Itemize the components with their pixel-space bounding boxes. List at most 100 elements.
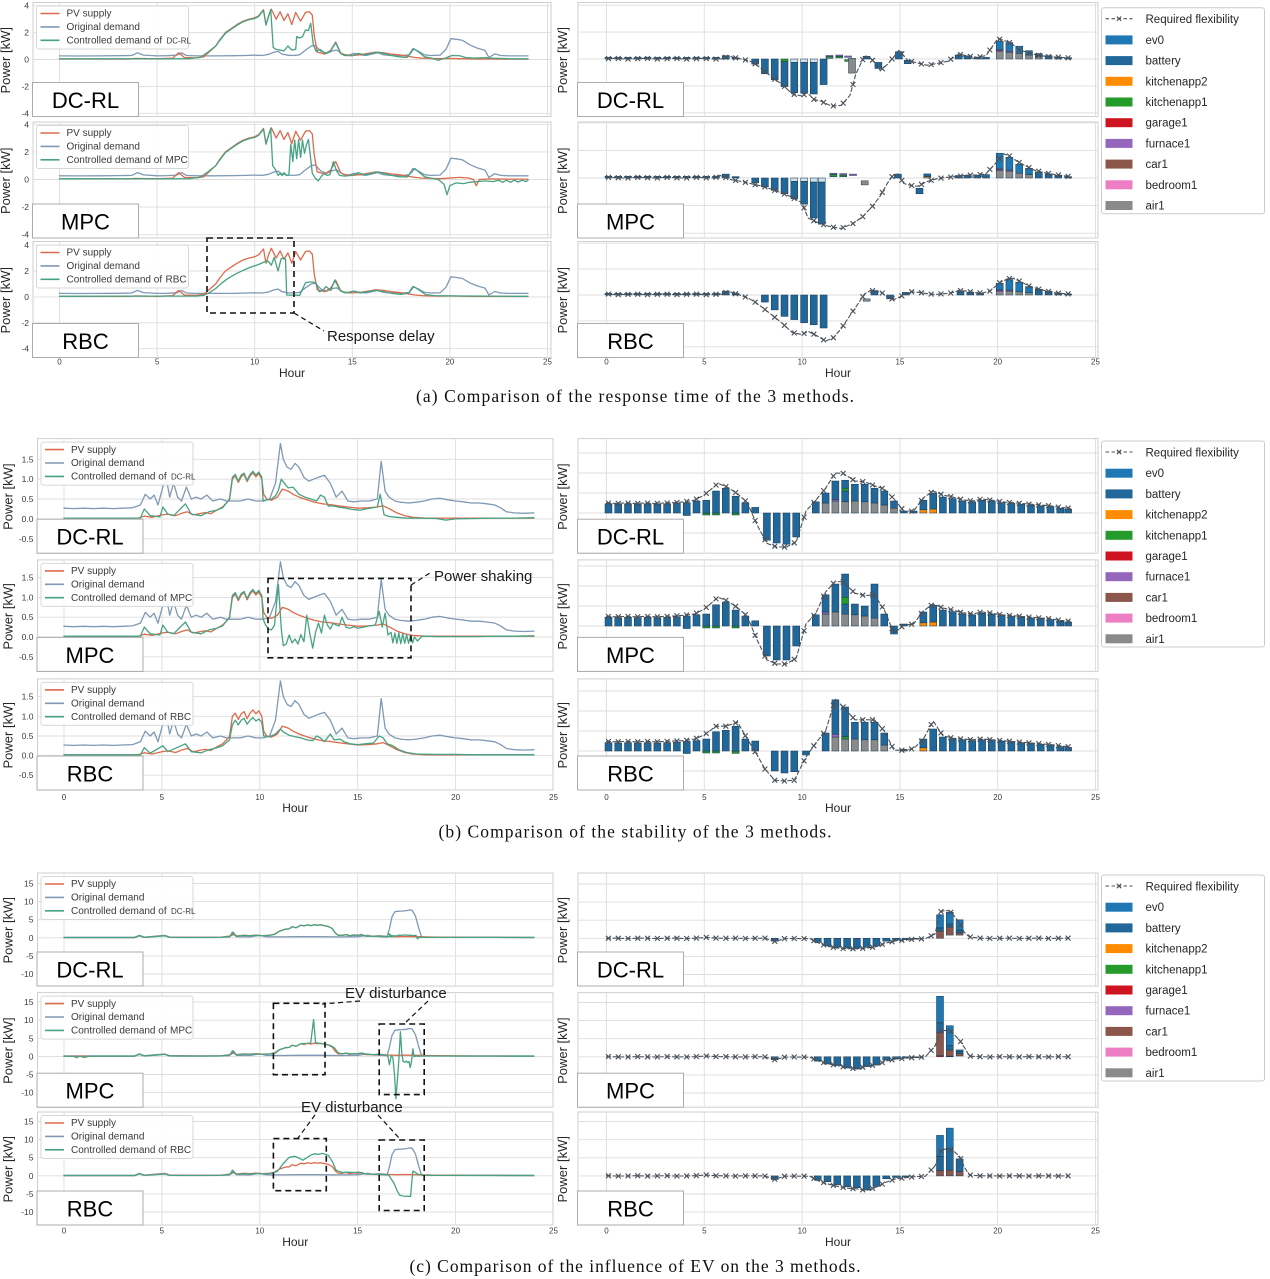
svg-text:25: 25 [549, 793, 558, 802]
svg-text:-10: -10 [21, 969, 34, 979]
svg-text:Original demand: Original demand [71, 1012, 144, 1023]
svg-text:-10: -10 [21, 1207, 34, 1217]
svg-text:DC-RL: DC-RL [167, 37, 192, 46]
svg-text:5: 5 [160, 1227, 165, 1236]
svg-text:DC-RL: DC-RL [171, 907, 196, 916]
svg-text:battery: battery [1146, 56, 1181, 68]
svg-text:RBC: RBC [166, 275, 187, 286]
svg-text:Required flexibility: Required flexibility [1146, 882, 1240, 894]
svg-text:-2: -2 [21, 81, 29, 91]
svg-text:15: 15 [348, 358, 357, 367]
svg-text:Power [kW]: Power [kW] [0, 27, 13, 93]
svg-text:0: 0 [24, 55, 29, 65]
svg-text:0.5: 0.5 [22, 494, 34, 504]
svg-text:25: 25 [549, 1227, 558, 1236]
svg-text:Controlled demand of: Controlled demand of [71, 472, 167, 483]
svg-text:-0.5: -0.5 [19, 652, 34, 662]
svg-text:5: 5 [29, 915, 34, 925]
svg-text:furnace1: furnace1 [1146, 138, 1191, 150]
svg-text:Power [kW]: Power [kW] [1, 583, 16, 649]
svg-text:0: 0 [604, 358, 609, 367]
svg-text:-0.5: -0.5 [19, 770, 34, 780]
svg-text:25: 25 [1091, 793, 1100, 802]
svg-text:5: 5 [29, 1153, 34, 1163]
svg-text:(c) Comparison of the influenc: (c) Comparison of the influence of EV on… [410, 1256, 861, 1276]
svg-text:EV disturbance: EV disturbance [301, 1099, 403, 1116]
svg-text:Power [kW]: Power [kW] [555, 148, 570, 214]
svg-text:MPC: MPC [170, 1026, 192, 1037]
svg-text:Original demand: Original demand [67, 142, 140, 153]
svg-text:RBC: RBC [67, 1197, 114, 1222]
svg-text:5: 5 [160, 793, 165, 802]
svg-text:Required flexibility: Required flexibility [1146, 14, 1240, 26]
svg-text:15: 15 [24, 879, 34, 889]
svg-text:10: 10 [798, 793, 807, 802]
svg-text:4: 4 [24, 240, 29, 250]
svg-text:DC-RL: DC-RL [56, 958, 123, 983]
svg-text:0: 0 [62, 793, 67, 802]
svg-text:Power [kW]: Power [kW] [1, 1017, 16, 1083]
svg-text:0: 0 [24, 292, 29, 302]
svg-text:PV supply: PV supply [71, 1118, 116, 1129]
svg-text:garage1: garage1 [1146, 985, 1188, 997]
svg-text:MPC: MPC [606, 1079, 655, 1104]
svg-text:Power [kW]: Power [kW] [1, 702, 16, 768]
svg-text:20: 20 [451, 793, 460, 802]
svg-text:10: 10 [255, 1227, 264, 1236]
svg-text:Controlled demand of: Controlled demand of [71, 906, 167, 917]
svg-text:Hour: Hour [825, 366, 851, 380]
svg-text:Original demand: Original demand [71, 699, 144, 710]
svg-text:20: 20 [993, 358, 1002, 367]
svg-text:5: 5 [155, 358, 160, 367]
svg-text:PV supply: PV supply [71, 685, 116, 696]
svg-text:MPC: MPC [166, 155, 188, 166]
svg-text:15: 15 [353, 1227, 362, 1236]
svg-text:Hour: Hour [279, 366, 305, 380]
svg-text:4: 4 [24, 119, 29, 129]
svg-text:battery: battery [1146, 923, 1181, 935]
svg-text:Controlled demand of: Controlled demand of [71, 712, 167, 723]
svg-text:Controlled demand of: Controlled demand of [67, 36, 163, 47]
svg-text:5: 5 [29, 1033, 34, 1043]
svg-text:1.5: 1.5 [22, 692, 34, 702]
svg-text:15: 15 [24, 997, 34, 1007]
svg-text:air1: air1 [1146, 1068, 1165, 1080]
svg-text:0: 0 [604, 793, 609, 802]
svg-text:Hour: Hour [282, 801, 308, 815]
svg-text:Power [kW]: Power [kW] [555, 267, 570, 333]
svg-text:15: 15 [895, 358, 904, 367]
svg-text:(b) Comparison of the stabilit: (b) Comparison of the stability of the 3… [439, 822, 832, 842]
svg-text:EV disturbance: EV disturbance [345, 985, 447, 1002]
svg-text:Power [kW]: Power [kW] [1, 1136, 16, 1202]
svg-text:0.0: 0.0 [22, 514, 34, 524]
svg-text:15: 15 [24, 1117, 34, 1127]
svg-text:kitchenapp1: kitchenapp1 [1146, 964, 1208, 976]
svg-text:battery: battery [1146, 489, 1181, 501]
svg-text:MPC: MPC [606, 643, 655, 668]
svg-text:25: 25 [543, 358, 552, 367]
svg-text:furnace1: furnace1 [1146, 1006, 1191, 1018]
svg-text:bedroom1: bedroom1 [1146, 1047, 1198, 1059]
svg-text:-4: -4 [21, 344, 29, 354]
svg-text:PV supply: PV supply [67, 9, 112, 20]
svg-text:DC-RL: DC-RL [597, 958, 664, 983]
svg-text:Power [kW]: Power [kW] [555, 1017, 570, 1083]
svg-text:car1: car1 [1146, 159, 1168, 171]
svg-text:Original demand: Original demand [71, 458, 144, 469]
svg-text:-5: -5 [26, 951, 34, 961]
svg-text:bedroom1: bedroom1 [1146, 180, 1198, 192]
svg-text:air1: air1 [1146, 634, 1165, 646]
svg-text:20: 20 [993, 793, 1002, 802]
svg-text:DC-RL: DC-RL [597, 525, 664, 550]
svg-text:RBC: RBC [607, 329, 654, 354]
svg-text:2: 2 [24, 266, 29, 276]
svg-text:Controlled demand of: Controlled demand of [67, 275, 163, 286]
svg-text:0: 0 [29, 1051, 34, 1061]
svg-text:0: 0 [57, 358, 62, 367]
svg-text:air1: air1 [1146, 201, 1165, 213]
svg-text:MPC: MPC [61, 210, 110, 235]
svg-text:Original demand: Original demand [67, 22, 140, 33]
svg-text:PV supply: PV supply [67, 248, 112, 259]
svg-text:1.5: 1.5 [22, 573, 34, 583]
svg-text:10: 10 [24, 1135, 34, 1145]
